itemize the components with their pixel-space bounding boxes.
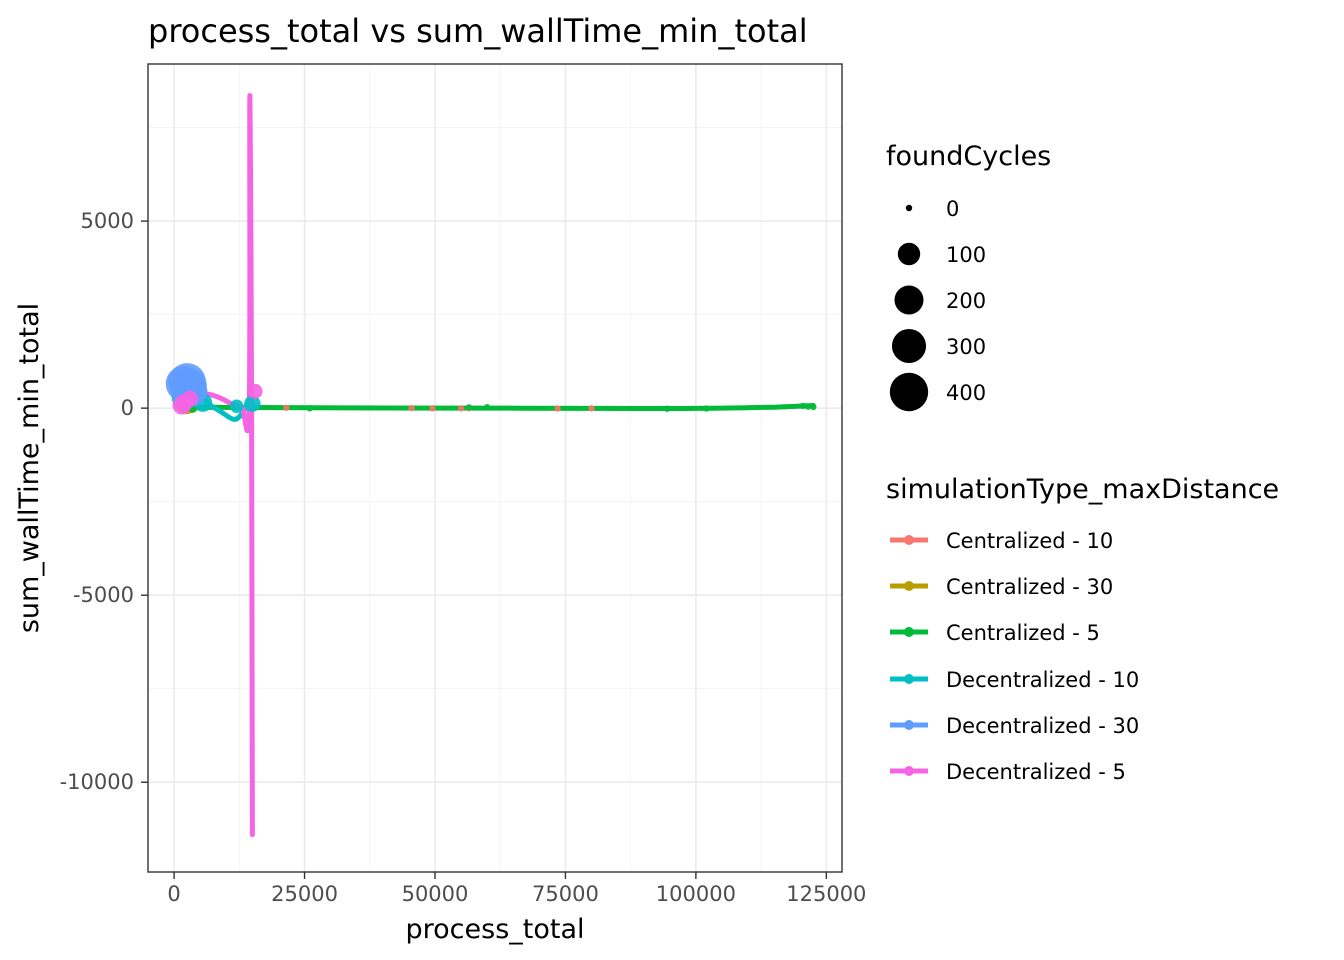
data-point [306, 405, 313, 412]
data-point [799, 402, 807, 410]
x-tick-label: 125000 [786, 882, 866, 906]
size-legend: foundCycles 0 100 200 300 400 [886, 141, 1051, 412]
grid-minor-lines [148, 64, 842, 872]
data-point [810, 403, 817, 411]
color-legend-label: Decentralized - 10 [946, 668, 1139, 692]
data-point [283, 404, 290, 411]
y-axis-label: sum_wallTime_min_total [14, 303, 45, 633]
data-point [181, 390, 199, 408]
y-tick-label: 0 [121, 396, 134, 420]
color-legend-label: Centralized - 10 [946, 529, 1113, 553]
data-point [244, 395, 261, 412]
y-tick-label: -10000 [60, 770, 134, 794]
x-tick-label: 50000 [402, 882, 469, 906]
data-point [588, 405, 595, 412]
data-point [703, 405, 710, 412]
color-legend-label: Centralized - 30 [946, 575, 1113, 599]
data-point [247, 383, 263, 399]
size-legend-label: 0 [946, 197, 959, 221]
data-point [429, 405, 436, 412]
color-legend-label: Decentralized - 5 [946, 760, 1126, 784]
color-legend-point [904, 627, 914, 637]
size-legend-key [894, 285, 924, 315]
data-point [408, 404, 415, 412]
plot-panel-border [147, 63, 843, 873]
data-point [554, 405, 561, 412]
data-point [483, 404, 491, 411]
size-legend-key [905, 204, 913, 212]
data-point [663, 405, 671, 412]
color-legend-point [904, 766, 914, 776]
color-legend: simulationType_maxDistance Centralized -… [886, 474, 1279, 784]
size-legend-key [889, 372, 929, 412]
data-point [457, 405, 465, 412]
color-legend-label: Centralized - 5 [946, 621, 1100, 645]
size-legend-label: 200 [946, 289, 986, 313]
x-tick-label: 100000 [656, 882, 736, 906]
size-legend-label: 400 [946, 381, 986, 405]
chart-title: process_total vs sum_wallTime_min_total [148, 12, 808, 50]
y-tick-label: -5000 [73, 583, 134, 607]
color-legend-point [904, 674, 914, 684]
x-tick-label: 75000 [532, 882, 599, 906]
data-points [165, 363, 817, 415]
x-axis-label: process_total [406, 914, 585, 945]
x-tick-label: 0 [167, 882, 180, 906]
size-legend-label: 100 [946, 243, 986, 267]
x-tick-label: 25000 [271, 882, 338, 906]
size-legend-key [897, 242, 921, 266]
color-legend-title: simulationType_maxDistance [886, 474, 1279, 505]
data-point [229, 399, 244, 414]
size-legend-key [891, 328, 927, 364]
color-legend-label: Decentralized - 30 [946, 714, 1139, 738]
y-axis: -10000 -5000 0 5000 [60, 209, 148, 794]
plot-panel [148, 64, 842, 872]
color-legend-point [904, 720, 914, 730]
size-legend-label: 300 [946, 335, 986, 359]
color-legend-point [904, 581, 914, 591]
data-point [804, 403, 812, 410]
y-tick-label: 5000 [81, 209, 134, 233]
data-point [465, 404, 473, 411]
color-legend-point [904, 535, 914, 545]
size-legend-title: foundCycles [886, 141, 1051, 172]
x-axis: 0 25000 50000 75000 100000 125000 [167, 872, 866, 906]
